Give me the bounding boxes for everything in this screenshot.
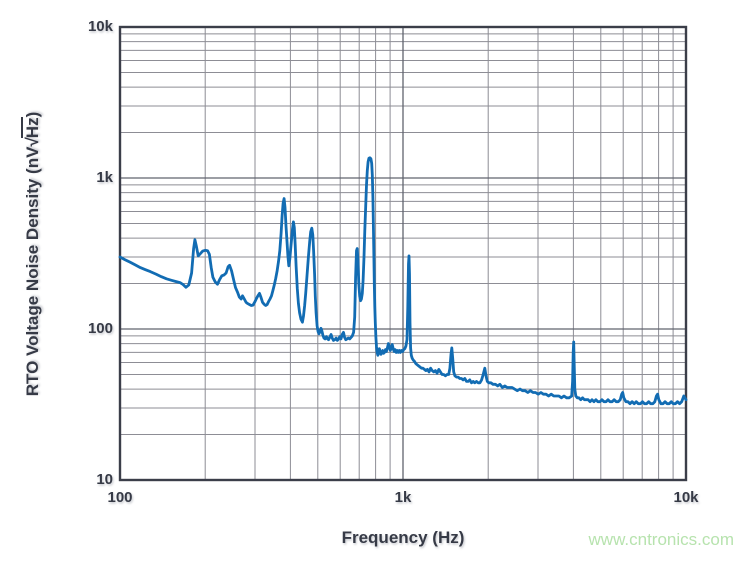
x-tick-label-10k: 10k [673,489,699,506]
y-tick-label-10: 10 [96,471,113,488]
plot-frame [118,25,688,482]
noise-curve [118,156,688,406]
sqrt-radicand: Hz [21,117,42,139]
y-axis-title-prefix: RTO Voltage Noise Density (nV [23,146,42,397]
x-tick-label-1k: 1k [394,489,412,506]
y-tick-label-100: 100 [87,320,113,337]
y-tick-label-10k: 10k [87,18,113,35]
y-tick-label-1k: 1k [96,169,113,186]
x-tick-label-100: 100 [107,489,133,506]
x-axis-title: Frequency (Hz) [341,528,465,547]
watermark: www.cntronics.com [588,530,734,549]
y-axis-title-suffix: ) [23,111,42,118]
y-axis-title: RTO Voltage Noise Density (nV√Hz) [21,54,43,454]
sqrt-radical: √ [23,137,42,147]
